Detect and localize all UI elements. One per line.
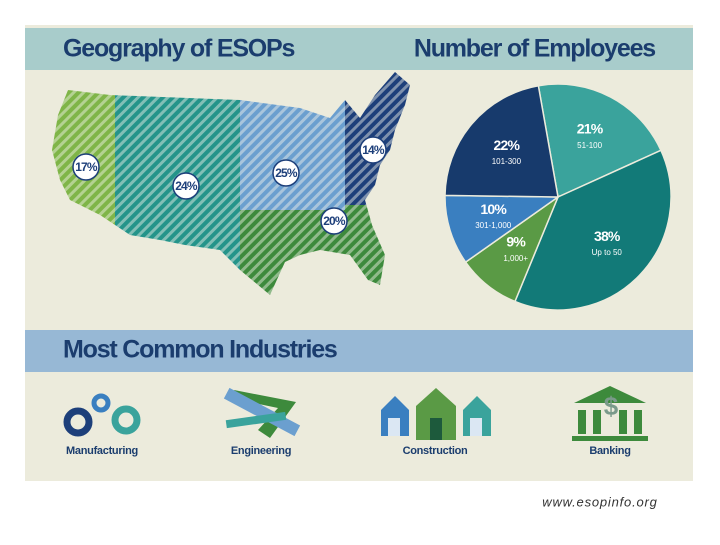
engineering-icon xyxy=(223,387,301,438)
slice-value: 21% xyxy=(577,121,604,137)
slice-category: 101-300 xyxy=(492,157,522,166)
region-label: 20% xyxy=(323,214,346,228)
slice-category: 301-1,000 xyxy=(475,221,512,230)
pie-slice xyxy=(513,149,672,311)
banking-icon: $ xyxy=(572,386,648,441)
manufacturing-icon xyxy=(63,393,141,437)
industry-label: Engineering xyxy=(231,445,291,457)
industry-label: Manufacturing xyxy=(66,445,138,457)
region-label: 17% xyxy=(75,160,98,174)
slice-value: 10% xyxy=(480,201,507,217)
map-title: Geography of ESOPs xyxy=(63,35,295,63)
header-band xyxy=(25,28,693,70)
region-badge xyxy=(320,207,348,235)
industries-title: Most Common Industries xyxy=(63,336,337,364)
pie-slice xyxy=(444,84,559,198)
region-badge xyxy=(272,159,300,187)
slice-category: 51-100 xyxy=(577,141,602,150)
region-badge xyxy=(359,136,387,164)
slice-value: 22% xyxy=(494,137,521,153)
slice-value: 9% xyxy=(506,234,526,250)
region-label: 25% xyxy=(275,166,298,180)
industries-band xyxy=(25,330,693,372)
pie-slice xyxy=(444,194,561,264)
slice-category: Up to 50 xyxy=(592,248,623,257)
region-label: 24% xyxy=(175,179,198,193)
region-label: 14% xyxy=(362,143,385,157)
region-badge xyxy=(72,153,100,181)
banking-symbol: $ xyxy=(604,391,619,421)
pie-slice xyxy=(537,83,662,199)
region-badge xyxy=(172,172,200,200)
pie-title: Number of Employees xyxy=(414,35,655,63)
slice-category: 1,000+ xyxy=(503,254,528,263)
industry-label: Banking xyxy=(589,445,630,457)
construction-icon xyxy=(381,388,491,440)
slice-value: 38% xyxy=(594,228,621,244)
industry-label: Construction xyxy=(403,445,468,457)
pie-chart: 21% 51-100 38% Up to 50 9% 1,000+ 10% 301-1,000… xyxy=(444,83,672,311)
footer-url: www.esopinfo.org xyxy=(542,494,657,509)
